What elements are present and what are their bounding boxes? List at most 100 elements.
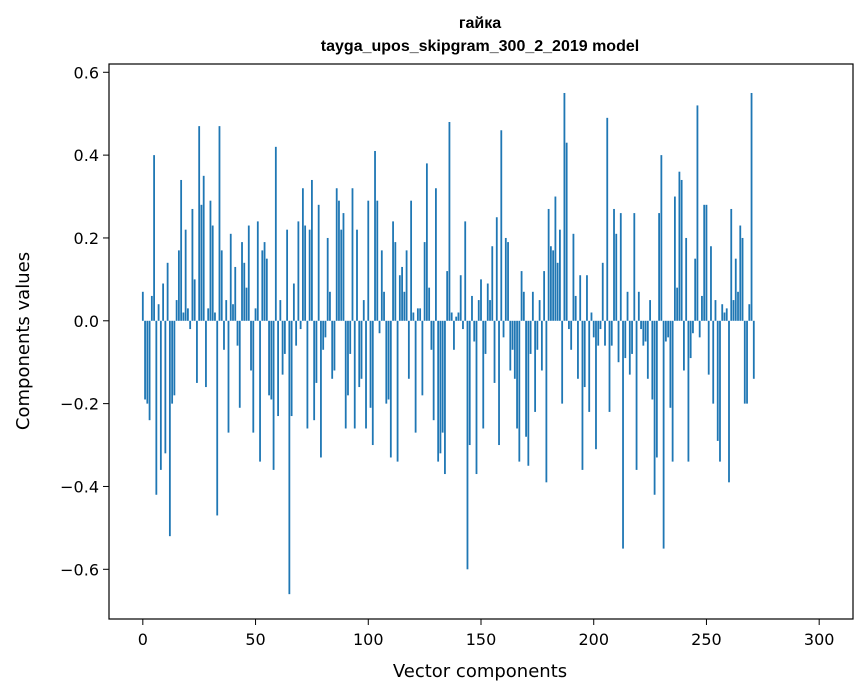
x-tick-label: 50	[245, 630, 265, 649]
bar	[595, 320, 597, 450]
bar	[743, 320, 746, 404]
bar	[707, 320, 710, 375]
bar	[268, 320, 270, 396]
bar	[507, 242, 509, 321]
bar	[245, 287, 248, 321]
bar	[633, 213, 636, 321]
bar	[572, 233, 575, 321]
bar	[545, 320, 548, 483]
bar	[211, 225, 214, 321]
bar	[308, 229, 311, 321]
bar	[306, 320, 309, 429]
bar	[540, 320, 543, 371]
bar	[155, 320, 158, 495]
x-tick-label: 150	[466, 630, 497, 649]
bar	[721, 304, 724, 321]
bar	[351, 188, 354, 321]
bar	[175, 300, 178, 321]
bar	[299, 320, 302, 330]
bar	[457, 312, 460, 321]
y-tick-label: −0.4	[60, 477, 99, 496]
bar	[624, 320, 627, 359]
bar	[513, 320, 516, 379]
bar	[642, 320, 645, 346]
bar	[250, 320, 252, 371]
bar	[723, 312, 726, 321]
bar	[425, 163, 428, 321]
bar	[243, 262, 246, 321]
bar	[225, 300, 228, 321]
bar	[252, 320, 255, 433]
bar	[561, 320, 564, 404]
bar	[200, 204, 203, 321]
bar	[315, 320, 318, 383]
bar	[730, 208, 733, 321]
bar	[552, 250, 555, 321]
bar	[746, 320, 748, 404]
bar	[304, 225, 307, 321]
bar	[435, 188, 437, 321]
bar	[362, 300, 365, 321]
bar	[489, 300, 491, 321]
bar	[586, 275, 588, 321]
y-tick-label: −0.6	[60, 560, 99, 579]
bar	[232, 304, 234, 321]
bar	[534, 320, 537, 412]
bar	[640, 320, 642, 330]
bar	[324, 320, 327, 338]
bar	[207, 308, 210, 321]
bar	[660, 155, 663, 321]
x-axis-ticks: 0 50 100 150 200 250 300	[138, 619, 835, 649]
bar	[531, 291, 534, 321]
bar	[288, 320, 291, 595]
bar	[529, 320, 532, 354]
bar	[608, 320, 611, 412]
bar	[500, 130, 503, 321]
bar	[549, 246, 552, 321]
bar	[601, 262, 604, 321]
bar	[412, 312, 415, 321]
bar	[247, 225, 250, 321]
bar	[719, 320, 721, 462]
bar	[333, 320, 336, 371]
bar	[592, 320, 595, 338]
bar	[649, 300, 651, 321]
bar	[689, 320, 692, 359]
bar	[238, 320, 241, 408]
bar	[320, 320, 322, 458]
bar	[671, 320, 674, 462]
x-tick-label: 0	[138, 630, 148, 649]
bar	[196, 320, 198, 383]
bar	[380, 250, 383, 321]
y-tick-label: 0.4	[74, 146, 99, 165]
bar	[734, 258, 737, 321]
bar	[265, 258, 268, 321]
bar	[396, 320, 399, 462]
bar	[410, 200, 413, 321]
bar	[419, 308, 422, 321]
bar	[475, 320, 478, 475]
bar	[283, 320, 286, 354]
bar	[205, 320, 207, 388]
bar	[568, 320, 570, 330]
bar	[716, 320, 719, 441]
bar	[182, 312, 185, 321]
bar	[619, 213, 622, 321]
x-tick-label: 200	[578, 630, 609, 649]
bar	[692, 320, 694, 334]
bar	[703, 204, 706, 321]
x-tick-label: 300	[804, 630, 835, 649]
bar	[628, 320, 631, 375]
bar	[446, 271, 449, 321]
bar	[216, 320, 219, 516]
bar	[428, 287, 431, 321]
bar	[150, 295, 153, 321]
y-tick-label: −0.2	[60, 395, 99, 414]
bar	[498, 320, 500, 446]
bar	[281, 320, 284, 375]
bar	[617, 320, 620, 363]
bar	[480, 279, 482, 321]
bar	[493, 320, 496, 383]
bar	[637, 291, 640, 321]
